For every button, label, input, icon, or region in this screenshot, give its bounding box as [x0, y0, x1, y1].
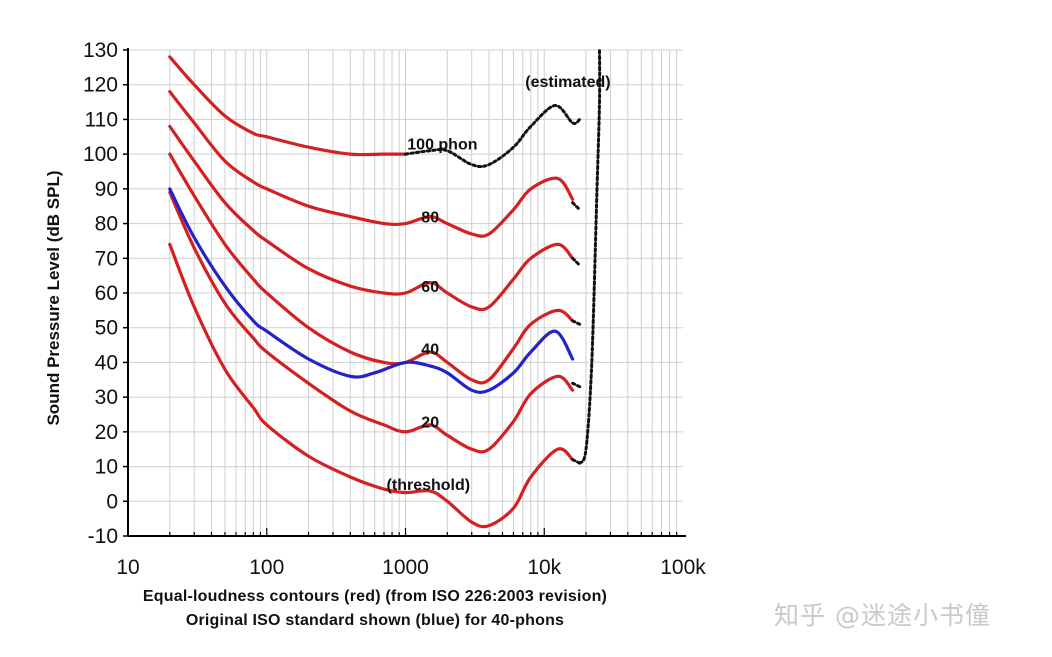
curve-label: 60 — [421, 279, 439, 296]
y-tick-label: 30 — [95, 386, 118, 409]
series-100-phon-estimated — [404, 104, 582, 169]
series-estimated-tails — [578, 48, 602, 465]
x-axis-label-line2: Original ISO standard shown (blue) for 4… — [185, 612, 565, 629]
series-estimated-tails — [571, 201, 582, 212]
series-80 — [168, 90, 575, 238]
x-tick-label: 10 — [116, 556, 139, 579]
x-tick-label: 1000 — [382, 556, 429, 579]
watermark: 知乎 @迷途小书僮 — [774, 601, 991, 630]
y-tick-label: 90 — [95, 178, 118, 201]
y-tick-label: 110 — [85, 108, 118, 131]
y-tick-label: 0 — [106, 490, 118, 513]
curve-label: 80 — [421, 210, 439, 227]
x-axis-label-line1: Equal-loudness contours (red) (from ISO … — [142, 588, 608, 605]
series-100 — [168, 55, 408, 157]
curve-label: (threshold) — [387, 477, 471, 494]
y-tick-label: 10 — [95, 456, 118, 479]
curve-label: (estimated) — [525, 74, 610, 91]
x-tick-label: 100k — [660, 556, 706, 579]
y-tick-label: 50 — [95, 317, 118, 340]
y-tick-label: 40 — [95, 351, 118, 374]
series-original-iso-40-phons — [168, 187, 575, 394]
y-tick-label: 60 — [95, 282, 118, 305]
y-tick-label: 130 — [83, 39, 118, 62]
curve-label: 100 phon — [407, 137, 477, 154]
series-60 — [168, 124, 575, 312]
curve-label: 40 — [421, 342, 439, 359]
curve-labels: (estimated) 100 phon 80 60 40 20 (threshold) — [387, 74, 611, 494]
y-tick-label: 80 — [95, 213, 118, 236]
x-tick-label: 10k — [527, 556, 561, 579]
y-tick-label: 20 — [95, 421, 118, 444]
y-tick-label: 100 — [83, 143, 118, 166]
y-tick-label: 70 — [95, 247, 118, 270]
y-tick-label: 120 — [83, 74, 118, 97]
series-threshold — [168, 242, 575, 529]
series-estimated-tails — [571, 256, 582, 267]
axes — [123, 48, 686, 537]
series-estimated-tails — [571, 319, 582, 326]
y-tick-labels: -10 0 10 20 30 40 50 60 70 80 90 100 110 120 130 — [83, 39, 118, 548]
series-20 — [168, 190, 575, 454]
x-tick-labels: 10 100 1000 10k 100k — [116, 556, 706, 579]
series-estimated-tails — [571, 381, 582, 389]
y-tick-label: -10 — [88, 525, 118, 548]
x-tick-label: 100 — [249, 556, 284, 579]
curves — [168, 48, 602, 529]
curve-label: 20 — [421, 414, 439, 431]
y-axis-label: Sound Pressure Level (dB SPL) — [44, 170, 63, 425]
